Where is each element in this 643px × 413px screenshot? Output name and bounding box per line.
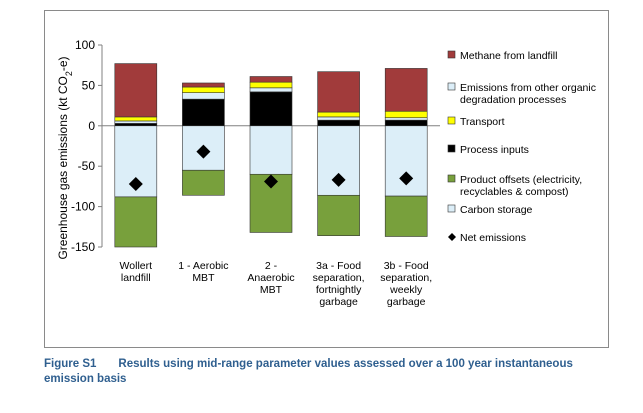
- legend-label: Transport: [460, 116, 505, 128]
- y-tick-label: -100: [71, 200, 95, 214]
- bar-segment: [114, 196, 158, 248]
- bar-segment: [249, 87, 293, 93]
- net-emission-marker: [128, 176, 143, 191]
- bar-segment: [182, 92, 225, 100]
- legend-label: Carbon storage: [460, 204, 533, 216]
- bar-segment: [317, 71, 360, 113]
- y-axis-title: Greenhouse gas emissions (kt CO2-e): [56, 56, 74, 259]
- net-emission-marker: [196, 144, 211, 159]
- legend-label: Net emissions: [460, 232, 526, 244]
- bar-segment: [317, 116, 360, 121]
- bar-segment: [317, 194, 360, 236]
- bar-segment: [249, 125, 293, 175]
- legend-swatch: [447, 50, 456, 59]
- legend-swatch: [447, 174, 456, 183]
- y-tick-label: 50: [82, 78, 96, 92]
- legend-swatch: [447, 82, 456, 91]
- legend-swatch: [447, 116, 456, 125]
- net-emission-marker: [399, 171, 414, 186]
- figure-frame: 100 50 0 -50 -100 -150 Greenhouse gas emission…: [44, 10, 609, 348]
- bar-segment: [249, 91, 293, 127]
- bar-segment: [249, 81, 293, 89]
- legend-label: Product offsets (electricity, recyclables…: [460, 174, 582, 198]
- figure-caption: Figure S1 Results using mid-range paramet…: [44, 357, 614, 387]
- bar-segment: [384, 117, 428, 121]
- category-label: 3b - Food separation, weekly garbage: [380, 260, 432, 308]
- bar-segment: [384, 68, 428, 112]
- legend-swatch: [447, 144, 456, 153]
- bar-segment: [384, 110, 428, 119]
- bar-segment: [182, 86, 225, 93]
- bar-segment: [384, 195, 428, 237]
- caption-text: Results using mid-range parameter values…: [44, 358, 573, 385]
- category-label: Wollert landfill: [120, 260, 153, 284]
- net-emission-marker: [264, 174, 278, 189]
- category-label: 1 - Aerobic MBT: [178, 260, 228, 284]
- legend-label: Process inputs: [460, 144, 529, 156]
- bar-segment: [249, 76, 293, 83]
- net-emission-marker: [331, 172, 346, 187]
- bar-segment: [317, 119, 360, 127]
- caption-label: Figure S1: [44, 358, 97, 370]
- y-tick-label: -150: [71, 240, 95, 254]
- category-label: 3a - Food separation, fortnightly garbage: [313, 260, 365, 308]
- bar-segment: [317, 111, 360, 118]
- bar-segment: [182, 82, 225, 88]
- legend-swatch: [448, 233, 456, 241]
- y-tick-label: 0: [88, 119, 95, 133]
- bar-segment: [114, 116, 158, 122]
- bar-segment: [114, 63, 158, 118]
- bar-segment: [384, 119, 428, 127]
- y-tick-label: 100: [75, 38, 95, 52]
- bar-segment: [182, 169, 225, 196]
- y-tick-label: -50: [78, 159, 96, 173]
- bar-segment: [182, 98, 225, 127]
- bar-segment: [384, 125, 428, 197]
- legend-swatch: [447, 204, 456, 213]
- bar-segment: [114, 120, 158, 124]
- legend-label: Emissions from other organic degradation …: [460, 82, 596, 106]
- legend-label: Methane from landfill: [460, 50, 557, 62]
- category-label: 2 -Anaerobic MBT: [247, 260, 294, 296]
- bar-segment: [114, 123, 158, 127]
